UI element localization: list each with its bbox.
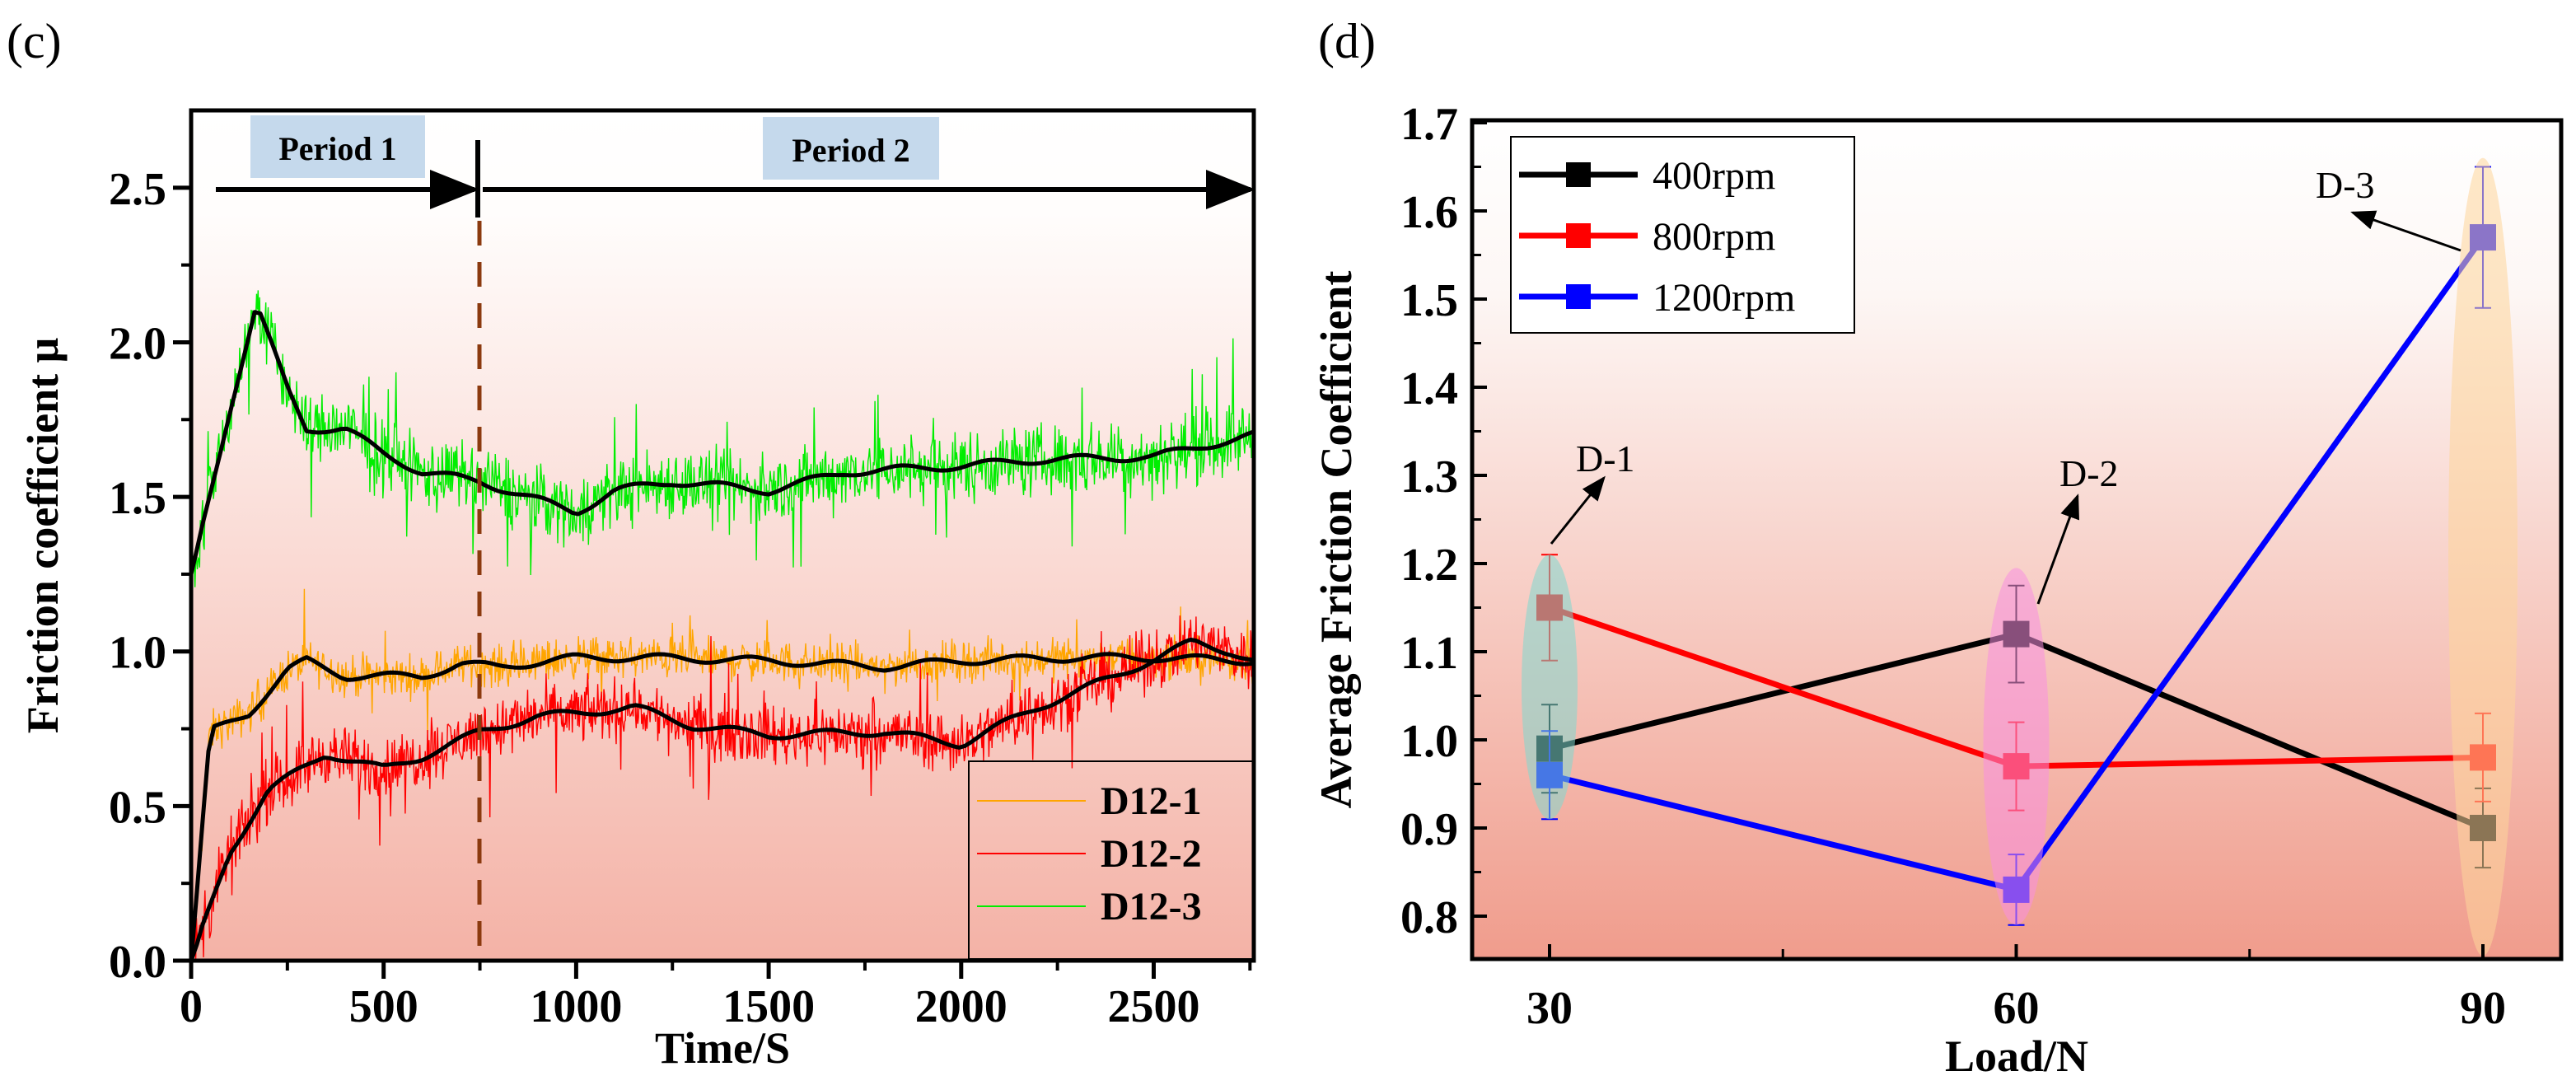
left-legend: D12-1 D12-2 D12-3 xyxy=(968,760,1255,960)
legend-marker-400rpm xyxy=(1566,162,1591,187)
y-tick-label: 2.0 xyxy=(109,318,166,369)
right-annotations: D-1 D-2 D-3 xyxy=(1550,164,2461,605)
legend-marker-1200rpm xyxy=(1566,284,1591,309)
x-tick-label: 90 xyxy=(2460,983,2506,1034)
panel-label-c: (c) xyxy=(7,14,62,68)
d-3-arrow xyxy=(2350,210,2461,252)
legend-marker-800rpm xyxy=(1566,223,1591,248)
right-x-axis-title: Load/N xyxy=(1945,1032,2088,1081)
legend-label-400rpm: 400rpm xyxy=(1653,154,1775,198)
group-ellipse-d-2 xyxy=(1983,568,2050,925)
x-tick-label: 500 xyxy=(349,981,418,1032)
y-tick-label: 1.1 xyxy=(1400,628,1458,679)
left-y-axis-title: Friction coefficient μ xyxy=(18,338,68,733)
d-2-label: D-2 xyxy=(2059,452,2119,494)
x-tick-label: 30 xyxy=(1526,983,1573,1034)
y-tick-label: 1.0 xyxy=(1400,716,1458,767)
y-tick-label: 1.0 xyxy=(109,628,166,679)
x-tick-label: 1000 xyxy=(530,981,622,1032)
y-tick-label: 1.5 xyxy=(1400,275,1458,326)
d-1-label: D-1 xyxy=(1576,437,1635,480)
y-tick-label: 0.8 xyxy=(1400,892,1458,943)
series-d12-2-smoothed xyxy=(189,637,1255,961)
right-axes: 0.8 0.9 1.0 1.1 1.2 1.3 1.4 1.5 1.6 1.7 30 60 90 xyxy=(1400,99,2506,1034)
y-tick-label: 1.5 xyxy=(109,473,166,524)
period-1-label: Period 1 xyxy=(278,130,396,167)
legend-label-d12-1: D12-1 xyxy=(1101,779,1202,823)
left-legend-box xyxy=(968,760,1255,960)
left-smoothed-group xyxy=(189,310,1255,961)
y-tick-label: 1.2 xyxy=(1400,540,1458,591)
period-2-box xyxy=(763,117,939,180)
right-legend: 400rpm 800rpm 1200rpm xyxy=(1510,136,1855,334)
right-group-ellipses xyxy=(1522,157,2518,957)
series-d12-1-smoothed xyxy=(189,652,1255,961)
y-tick-label: 0.0 xyxy=(109,937,166,988)
d-3-label: D-3 xyxy=(2316,164,2375,206)
series-d12-1-raw xyxy=(190,588,1255,961)
avg-friction-load-chart: 0.8 0.9 1.0 1.1 1.2 1.3 1.4 1.5 1.6 1.7 30 60 90 D-1… xyxy=(1311,99,2564,1081)
legend-label-d12-2: D12-2 xyxy=(1101,832,1202,876)
y-tick-label: 1.7 xyxy=(1400,99,1458,150)
panel-label-d: (d) xyxy=(1318,14,1376,68)
right-y-axis-title: Average Friction Coefficient xyxy=(1311,271,1361,809)
y-tick-label: 0.9 xyxy=(1400,804,1458,855)
d-2-arrow xyxy=(2036,494,2079,605)
y-tick-label: 0.5 xyxy=(109,782,166,833)
group-ellipse-d-3 xyxy=(2448,157,2518,957)
left-plot-background xyxy=(191,110,1254,961)
left-x-axis-title: Time/S xyxy=(655,1023,790,1073)
x-tick-label: 2000 xyxy=(915,981,1007,1032)
legend-label-1200rpm: 1200rpm xyxy=(1653,276,1795,320)
y-tick-label: 2.5 xyxy=(109,164,166,215)
legend-label-d12-3: D12-3 xyxy=(1101,885,1202,929)
y-tick-label: 1.4 xyxy=(1400,363,1458,414)
group-ellipse-d-1 xyxy=(1522,554,1578,820)
period-1-box xyxy=(250,115,425,178)
x-tick-label: 0 xyxy=(180,981,203,1032)
legend-label-800rpm: 800rpm xyxy=(1653,215,1775,259)
series-d12-2-raw xyxy=(190,615,1255,961)
period-2-label: Period 2 xyxy=(792,132,909,169)
x-tick-label: 1500 xyxy=(722,981,815,1032)
y-tick-label: 1.3 xyxy=(1400,451,1458,503)
left-axes: 0.0 0.5 1.0 1.5 2.0 2.5 0 500 1000 1500 2000 2500 xyxy=(109,164,1252,1032)
y-tick-label: 1.6 xyxy=(1400,187,1458,238)
friction-time-chart: Period 1 Period 2 0.0 0.5 1.0 1.5 2.0 2.5 0 500… xyxy=(18,108,1256,1073)
left-plot-frame xyxy=(189,108,1256,963)
d-1-arrow xyxy=(1550,475,1606,545)
x-tick-label: 2500 xyxy=(1107,981,1199,1032)
series-d12-3-smoothed xyxy=(189,310,1255,575)
x-tick-label: 60 xyxy=(1994,983,2040,1034)
